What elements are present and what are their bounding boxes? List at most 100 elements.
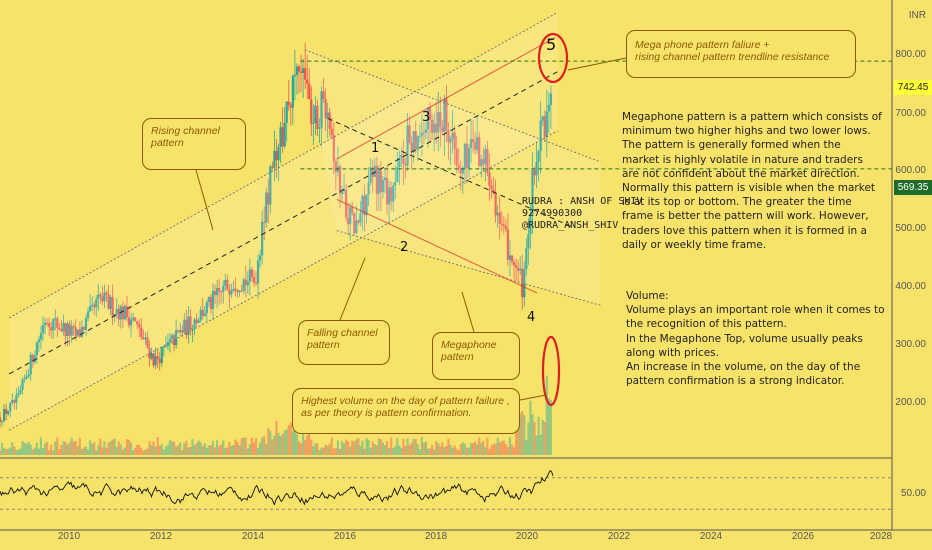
volume-bar xyxy=(129,442,133,455)
candle-body xyxy=(295,66,299,76)
candle-body xyxy=(523,269,526,298)
volume-bar xyxy=(299,443,303,455)
candle-body xyxy=(119,306,122,320)
candle-body xyxy=(273,150,276,168)
volume-bar xyxy=(103,441,106,455)
volume-bar xyxy=(250,437,253,455)
candle-body xyxy=(177,330,180,332)
falling-channel-fill xyxy=(304,49,601,306)
volume-bar xyxy=(349,446,352,455)
x-tick-2020: 2020 xyxy=(515,531,539,542)
volume-bar xyxy=(437,442,440,455)
volume-bar xyxy=(97,445,100,455)
volume-bar xyxy=(224,448,227,455)
volume-bar xyxy=(74,440,77,455)
candle-body xyxy=(351,207,354,214)
candle-body xyxy=(152,353,155,366)
volume-callout-pointer xyxy=(519,394,547,401)
volume-bar xyxy=(283,430,286,455)
volume-bar xyxy=(531,414,534,455)
candle-body xyxy=(101,296,104,302)
candle-body xyxy=(428,107,432,121)
volume-bar xyxy=(64,441,67,455)
megaphone-upper xyxy=(336,36,556,160)
volume-bar xyxy=(132,450,135,455)
volume-bar xyxy=(56,437,59,455)
peak-highlight-circle xyxy=(537,32,569,84)
volume-bar xyxy=(484,447,487,455)
volume-bar xyxy=(19,448,22,455)
candle-body xyxy=(48,323,51,328)
candle-body xyxy=(168,338,172,343)
volume-bar xyxy=(463,443,466,455)
volume-bar xyxy=(134,447,137,455)
volume-bar xyxy=(125,439,129,455)
volume-bar xyxy=(301,427,305,455)
x-tick-2012: 2012 xyxy=(149,531,173,542)
volume-bar xyxy=(545,375,548,455)
candle-body xyxy=(246,281,249,286)
candle-body xyxy=(230,290,233,295)
volume-bar xyxy=(467,447,471,455)
volume-bar xyxy=(238,445,241,455)
volume-bar xyxy=(175,446,178,455)
volume-bar xyxy=(197,440,200,455)
volume-bar xyxy=(324,444,327,455)
candle-body xyxy=(519,268,522,271)
volume-bar xyxy=(410,442,413,455)
volume-bar xyxy=(480,442,483,455)
volume-bar xyxy=(504,444,507,455)
volume-bar xyxy=(170,441,174,455)
candle-body xyxy=(252,277,256,283)
volume-bar xyxy=(336,440,340,455)
volume-bar xyxy=(535,435,538,455)
volume-bar xyxy=(105,448,108,455)
candle-body xyxy=(461,167,464,174)
volume-bar xyxy=(177,444,180,455)
candle-body xyxy=(37,339,41,343)
candle-body xyxy=(396,166,399,182)
volume-bar xyxy=(426,448,430,455)
candle-body xyxy=(508,255,512,260)
candle-body xyxy=(367,182,370,195)
candle-body xyxy=(322,91,325,100)
volume-bar xyxy=(424,441,428,455)
volume-bar xyxy=(158,445,161,455)
candle-body xyxy=(103,292,106,302)
volume-bar xyxy=(273,435,276,455)
candle-body xyxy=(418,135,421,137)
candle-body xyxy=(383,177,387,181)
volume-bar xyxy=(347,441,350,455)
rsi-line xyxy=(0,469,554,506)
volume-bar xyxy=(367,439,370,455)
volume-bar xyxy=(406,438,409,455)
candle-body xyxy=(211,291,215,309)
volume-bar xyxy=(353,441,356,455)
wave-label-4: 4 xyxy=(527,310,536,325)
volume-bar xyxy=(230,445,233,455)
volume-bar xyxy=(5,448,8,455)
volume-bar xyxy=(316,443,319,455)
candle-body xyxy=(490,185,493,190)
volume-bar xyxy=(0,442,4,455)
candle-body xyxy=(2,409,6,421)
x-tick-2024: 2024 xyxy=(699,531,723,542)
volume-bar xyxy=(355,439,358,455)
candle-body xyxy=(392,185,395,202)
volume-bar xyxy=(496,437,499,455)
candle-body xyxy=(381,180,385,192)
volume-bar xyxy=(396,438,399,455)
volume-bar xyxy=(154,446,157,455)
volume-bar xyxy=(330,437,333,455)
candle-body xyxy=(297,66,301,72)
candle-body xyxy=(531,169,534,215)
volume-bar xyxy=(385,441,389,455)
candle-body xyxy=(183,319,186,333)
volume-bar xyxy=(23,442,26,455)
y-tick-800: 800.00 xyxy=(895,49,926,60)
chart-background xyxy=(0,0,932,531)
volume-bar xyxy=(207,445,210,455)
y-tick-400: 400.00 xyxy=(895,281,926,292)
falling-channel-lower xyxy=(336,230,601,306)
